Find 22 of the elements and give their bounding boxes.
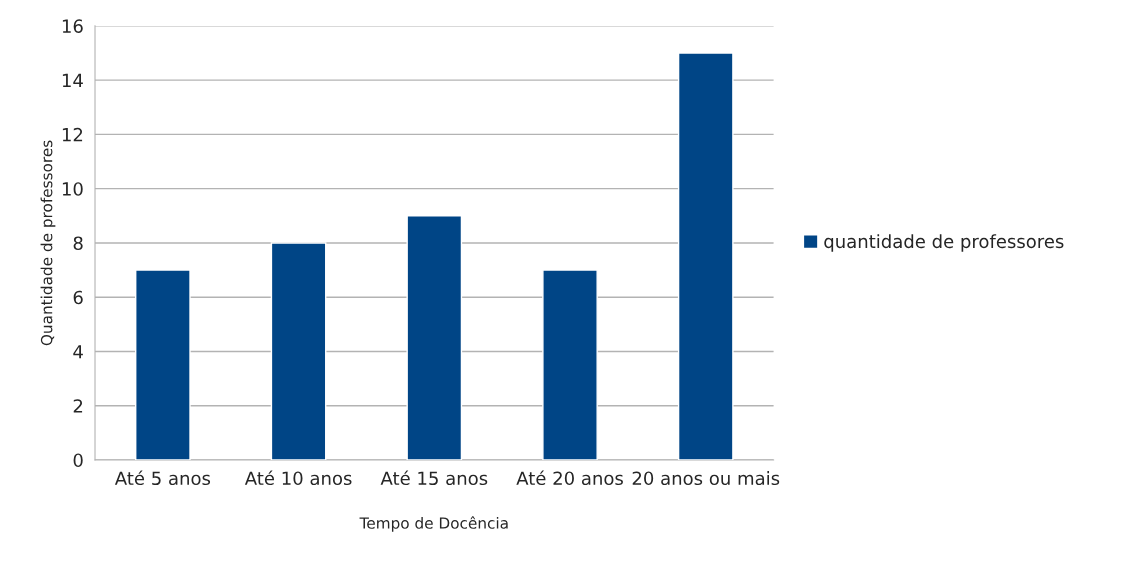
bar	[135, 269, 191, 460]
x-tick-label: Até 5 anos	[114, 470, 211, 486]
y-tick-label: 10	[62, 182, 83, 196]
y-tick-label: 2	[73, 399, 83, 413]
x-tick-label: 20 anos ou mais	[632, 471, 780, 486]
x-tick-label: Até 15 anos	[380, 470, 488, 486]
x-tick-label: Até 20 anos	[516, 470, 623, 486]
bar	[542, 269, 598, 460]
legend-label: quantidade de professores	[824, 234, 1064, 252]
y-tick-label: 16	[62, 19, 83, 33]
x-axis-title: Tempo de Docência	[359, 516, 508, 532]
y-tick-label: 12	[62, 127, 83, 142]
y-tick-label: 8	[73, 236, 83, 251]
y-tick-label: 0	[73, 453, 83, 468]
bar	[406, 215, 463, 460]
y-axis-title: Quantidade de professores	[40, 140, 56, 346]
y-tick-label: 6	[73, 290, 83, 305]
bar	[677, 52, 734, 460]
x-tick-label: Até 10 anos	[244, 470, 352, 486]
y-tick-label: 14	[62, 73, 83, 87]
bar	[270, 242, 327, 460]
y-tick-label: 4	[73, 345, 83, 359]
